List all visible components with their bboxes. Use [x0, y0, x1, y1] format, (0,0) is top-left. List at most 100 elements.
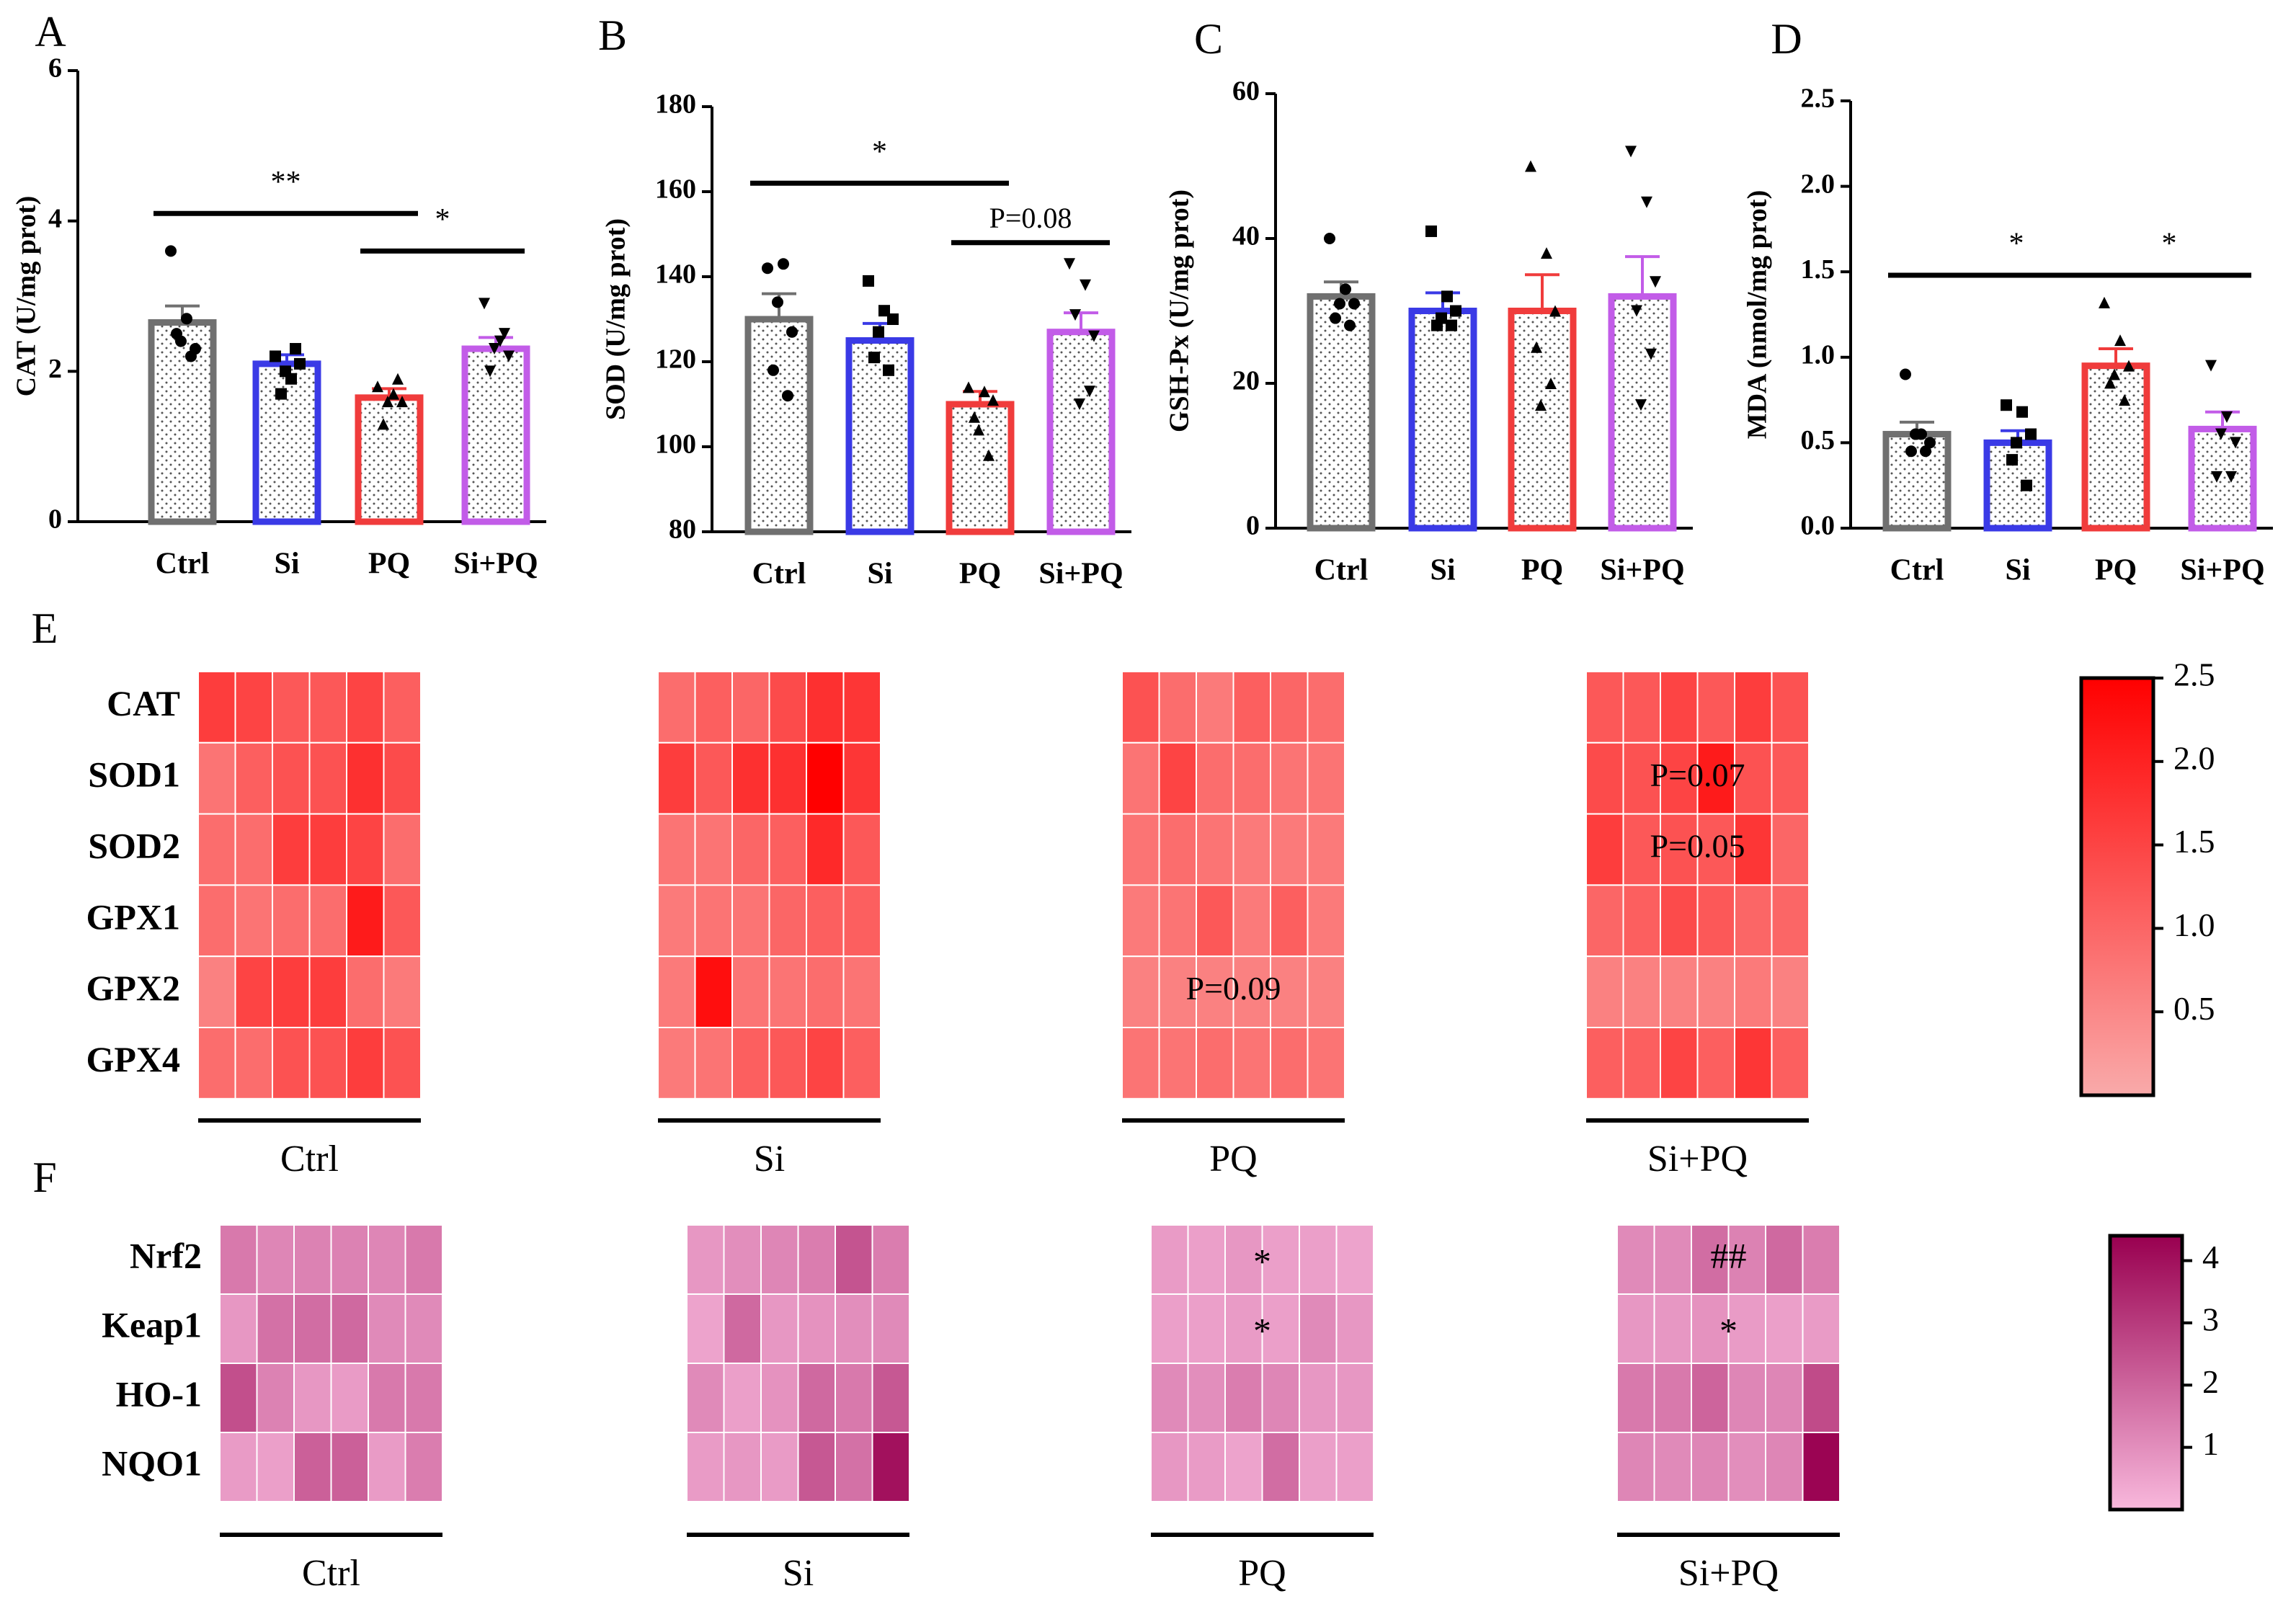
significance-label: * — [435, 203, 450, 236]
heatmap-cell — [731, 671, 770, 744]
data-point — [294, 357, 306, 370]
heatmap-cell — [842, 884, 881, 958]
heatmap-cell — [768, 741, 807, 815]
y-tick-label: 1.0 — [1801, 340, 1836, 370]
data-point — [2006, 454, 2018, 466]
y-tick-label: 4 — [48, 203, 62, 233]
heatmap-cell — [1622, 955, 1661, 1028]
heatmap-cell — [1121, 813, 1160, 886]
row-label: GPX2 — [86, 968, 180, 1008]
heatmap-cell — [1196, 884, 1234, 958]
bar-pq — [355, 394, 424, 525]
x-tick-label: Ctrl — [1890, 554, 1944, 587]
heatmap-cell — [835, 1293, 873, 1364]
data-point — [1641, 196, 1652, 208]
heatmap-cell — [1585, 1027, 1624, 1100]
heatmap-cell — [1765, 1293, 1804, 1364]
panel-f: F Nrf2 Keap1 HO-1 NQO1 Ctrl Si PQ Si+PQ * * ## * 4 3 2 1 — [32, 1154, 2219, 1594]
row-label: GPX1 — [86, 896, 180, 937]
group-label: Si — [754, 1138, 785, 1180]
y-tick-label: 2.5 — [1801, 84, 1836, 114]
heatmap-cell — [806, 955, 845, 1028]
heatmap-cell — [806, 1027, 845, 1100]
heatmap-cell — [308, 741, 347, 815]
heatmap-cell — [1299, 1224, 1338, 1295]
heatmap-cell — [272, 884, 311, 958]
heatmap-cell — [368, 1432, 406, 1502]
data-point — [1064, 258, 1075, 270]
cell-annotation: * — [1253, 1241, 1271, 1281]
heatmap-cell — [293, 1432, 332, 1502]
heatmap-cell — [219, 1432, 258, 1502]
heatmap-cell — [1158, 741, 1197, 815]
y-axis-label: MDA (nmol/mg prot) — [1743, 190, 1773, 440]
data-point — [1425, 225, 1437, 237]
heatmap-cell — [1158, 813, 1197, 886]
heatmap-cell — [197, 955, 236, 1028]
heatmap-cell — [1299, 1293, 1338, 1364]
heatmap-cell — [1696, 884, 1735, 958]
heatmap-cell — [1616, 1293, 1655, 1364]
heatmap-cell — [1187, 1363, 1226, 1433]
heatmap-cell — [1232, 884, 1271, 958]
heatmap-cell — [657, 741, 696, 815]
heatmap-cell — [1653, 1293, 1692, 1364]
data-point — [1631, 305, 1642, 317]
data-point — [165, 245, 177, 257]
heatmap-cell — [293, 1293, 332, 1364]
data-point — [1441, 290, 1453, 303]
heatmap-cell — [1585, 955, 1624, 1028]
data-point — [1088, 330, 1100, 342]
heatmap-cell — [1622, 813, 1661, 886]
data-point — [2114, 334, 2126, 347]
data-point — [2211, 471, 2222, 483]
heatmap-cell — [768, 671, 807, 744]
x-tick-label: Si+PQ — [453, 548, 538, 581]
y-tick-label: 80 — [669, 514, 696, 545]
heatmap-cell — [1270, 1027, 1309, 1100]
heatmap-cell — [308, 671, 347, 744]
data-point — [1334, 298, 1345, 310]
heatmap-cell — [1335, 1432, 1374, 1502]
heatmap-cell — [330, 1432, 369, 1502]
x-tick-label: PQ — [1521, 554, 1563, 587]
bar-ctrl — [148, 319, 217, 525]
heatmap-cell — [346, 813, 385, 886]
bar-si-pq — [461, 345, 530, 525]
data-point — [1531, 341, 1542, 353]
heatmap-cell — [308, 884, 347, 958]
heatmap-cell — [723, 1432, 762, 1502]
heatmap-cell — [1765, 1224, 1804, 1295]
heatmap-cell — [272, 741, 311, 815]
heatmap-cell — [806, 813, 845, 886]
heatmap-cell — [346, 955, 385, 1028]
heatmap-cell — [1765, 1432, 1804, 1502]
heatmap-cell — [383, 955, 422, 1028]
heatmap-cell — [1585, 741, 1624, 815]
significance-label: * — [2009, 228, 2024, 261]
heatmap-cell — [1691, 1224, 1730, 1295]
data-point — [1069, 309, 1081, 321]
y-tick-label: 6 — [48, 53, 62, 84]
heatmap-cell — [1771, 1027, 1810, 1100]
colorbar-tick-label: 3 — [2202, 1301, 2219, 1337]
y-tick-label: 180 — [655, 89, 696, 120]
heatmap-cell — [293, 1363, 332, 1433]
heatmap-cell — [657, 1027, 696, 1100]
data-point — [503, 350, 515, 362]
heatmap-cell — [1196, 1027, 1234, 1100]
bar-ctrl — [744, 316, 814, 535]
x-tick-label: Ctrl — [156, 548, 210, 581]
data-point — [778, 258, 789, 270]
heatmap-cell — [346, 1027, 385, 1100]
data-point — [1450, 305, 1461, 317]
heatmap-cell — [404, 1293, 443, 1364]
cell-annotation: ## — [1711, 1235, 1747, 1275]
heatmap-cell — [686, 1363, 725, 1433]
colorbar-tick-label: 2.5 — [2173, 656, 2215, 693]
heatmap-cell — [1196, 671, 1234, 744]
heatmap-cell — [842, 1027, 881, 1100]
data-point — [1436, 312, 1447, 324]
significance-label: * — [872, 135, 887, 169]
data-point — [2205, 360, 2217, 372]
